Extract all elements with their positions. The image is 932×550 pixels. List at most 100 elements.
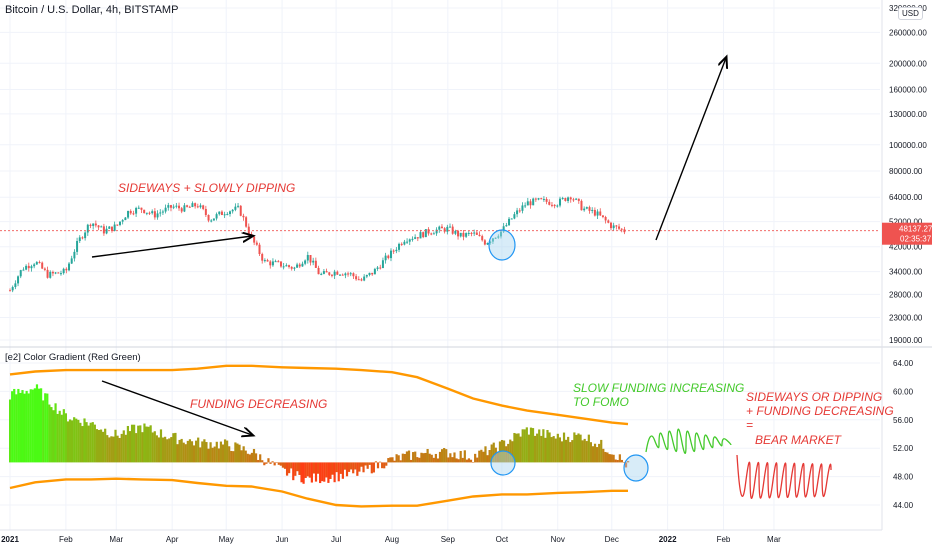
candle-body [35, 262, 38, 265]
indicator-bar [627, 460, 630, 463]
indicator-bar [521, 429, 524, 463]
candle-body [148, 212, 151, 214]
indicator-bar [358, 462, 361, 472]
indicator-bar [430, 454, 433, 463]
indicator-bar [440, 449, 444, 463]
series-layer [0, 196, 880, 508]
indicator-bar [215, 441, 218, 463]
indicator-bar [585, 441, 588, 463]
indicator-bar [542, 429, 545, 463]
candle-body [542, 198, 545, 200]
indicator-bar [261, 460, 264, 463]
indicator-bar [513, 432, 516, 463]
indicator-bar [19, 392, 22, 463]
trend-arrow-indicator [101, 380, 252, 435]
candle-body [62, 268, 65, 274]
candle-body [449, 226, 452, 228]
indicator-bar [197, 437, 200, 463]
indicator-bar [73, 417, 76, 463]
indicator-bar [85, 422, 88, 463]
candle-body [435, 229, 438, 234]
candle-body [494, 237, 497, 239]
time-tick-label: Feb [59, 535, 73, 544]
indicator-bar [17, 388, 20, 463]
indicator-bar [106, 435, 109, 463]
indicator-bar [389, 457, 392, 463]
indicator-bar [554, 438, 557, 463]
candle-body [400, 243, 403, 245]
candle-body [172, 206, 175, 208]
indicator-bar [484, 446, 487, 463]
candle-body [618, 226, 621, 229]
indicator-bar [383, 462, 386, 469]
candle-body [328, 272, 331, 275]
candle-body [491, 238, 494, 242]
candle-body [352, 273, 355, 277]
candle-body [41, 262, 44, 269]
candle-body [153, 211, 156, 218]
indicator-bar [548, 432, 551, 463]
indicator-tick-label: 52.00 [893, 444, 914, 453]
currency-button[interactable]: USD [898, 7, 923, 20]
candle-body [593, 209, 596, 216]
candle-body [467, 232, 470, 234]
price-tick-label: 52000.00 [889, 218, 923, 227]
candle-body [180, 208, 183, 212]
candle-body [529, 201, 532, 206]
candle-body [159, 212, 162, 214]
candle-body [202, 205, 205, 209]
candle-body [84, 232, 87, 239]
time-tick-label: Nov [551, 535, 565, 544]
highlight-circle-indicator [490, 450, 516, 476]
indicator-bar [27, 393, 30, 463]
indicator-bar [186, 440, 189, 463]
indicator-bar [314, 462, 318, 482]
candle-body [312, 260, 315, 263]
indicator-bar [285, 462, 289, 476]
candle-body [100, 226, 103, 228]
indicator-bar [56, 413, 59, 463]
indicator-bar [581, 440, 584, 463]
indicator-bar [219, 441, 223, 463]
indicator-bar [527, 434, 530, 463]
fomo-projection-squiggle [645, 428, 732, 454]
indicator-bar [412, 452, 415, 463]
indicator-bar [378, 461, 382, 463]
candle-body [239, 205, 242, 216]
indicator-bar [114, 429, 117, 463]
indicator-bar [496, 451, 499, 463]
indicator-title: [e2] Color Gradient (Red Green) [5, 352, 141, 363]
indicator-bar [455, 458, 458, 463]
candle-body [341, 274, 344, 276]
candle-body [475, 232, 478, 235]
price-tick-label: 130000.00 [889, 110, 927, 119]
indicator-bar [15, 394, 18, 463]
indicator-bar [345, 462, 349, 477]
indicator-bar [259, 454, 262, 463]
indicator-bar [9, 399, 12, 463]
candle-body [89, 224, 92, 227]
projection-arrow [655, 58, 726, 241]
indicator-bar [254, 453, 258, 463]
indicator-bar [616, 460, 619, 463]
indicator-bar [598, 443, 601, 463]
candle-body [293, 267, 296, 269]
candle-body [204, 208, 207, 215]
indicator-bar [393, 460, 396, 463]
candle-body [424, 229, 427, 238]
indicator-bar [147, 426, 150, 463]
candle-body [145, 212, 148, 214]
candle-body [567, 197, 570, 201]
candle-body [116, 224, 119, 226]
indicator-bar [99, 429, 103, 463]
time-tick-label: Mar [767, 535, 781, 544]
candle-body [17, 276, 20, 284]
indicator-bar [453, 452, 456, 463]
candle-body [322, 271, 325, 274]
candle-body [188, 206, 191, 208]
indicator-bar [230, 450, 233, 463]
indicator-bar [463, 450, 466, 463]
candle-body [81, 237, 84, 239]
candle-body [599, 211, 602, 216]
candle-body [220, 211, 223, 215]
